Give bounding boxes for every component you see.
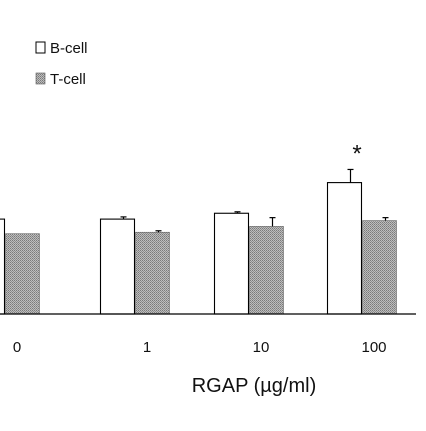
bar-t-cell-100 bbox=[362, 220, 397, 315]
bar-b-cell-0 bbox=[0, 218, 6, 315]
bar-b-cell-100 bbox=[326, 182, 363, 315]
legend: B-cell T-cell bbox=[35, 40, 88, 88]
bar-t-cell-10 bbox=[249, 226, 284, 315]
bar-b-cell-1 bbox=[99, 218, 136, 315]
bar-t-cell-1 bbox=[135, 231, 170, 315]
bar-b-cell-10 bbox=[213, 212, 250, 315]
x-tick-label-1: 1 bbox=[143, 339, 151, 356]
significance-marker: * bbox=[352, 140, 361, 167]
legend-swatch-b-cell bbox=[35, 41, 46, 54]
x-tick-layer: 0 1 10 100 bbox=[13, 339, 387, 356]
legend-swatch-t-cell bbox=[35, 72, 46, 85]
x-axis-label: RGAP (µg/ml) bbox=[192, 375, 317, 397]
legend-label-b-cell: B-cell bbox=[50, 40, 88, 57]
bars-layer: * bbox=[0, 140, 397, 315]
x-tick-label-0: 0 bbox=[13, 339, 21, 356]
bar-t-cell-0 bbox=[5, 233, 40, 315]
x-tick-label-100: 100 bbox=[361, 339, 386, 356]
x-tick-label-10: 10 bbox=[253, 339, 270, 356]
legend-label-t-cell: T-cell bbox=[50, 71, 86, 88]
